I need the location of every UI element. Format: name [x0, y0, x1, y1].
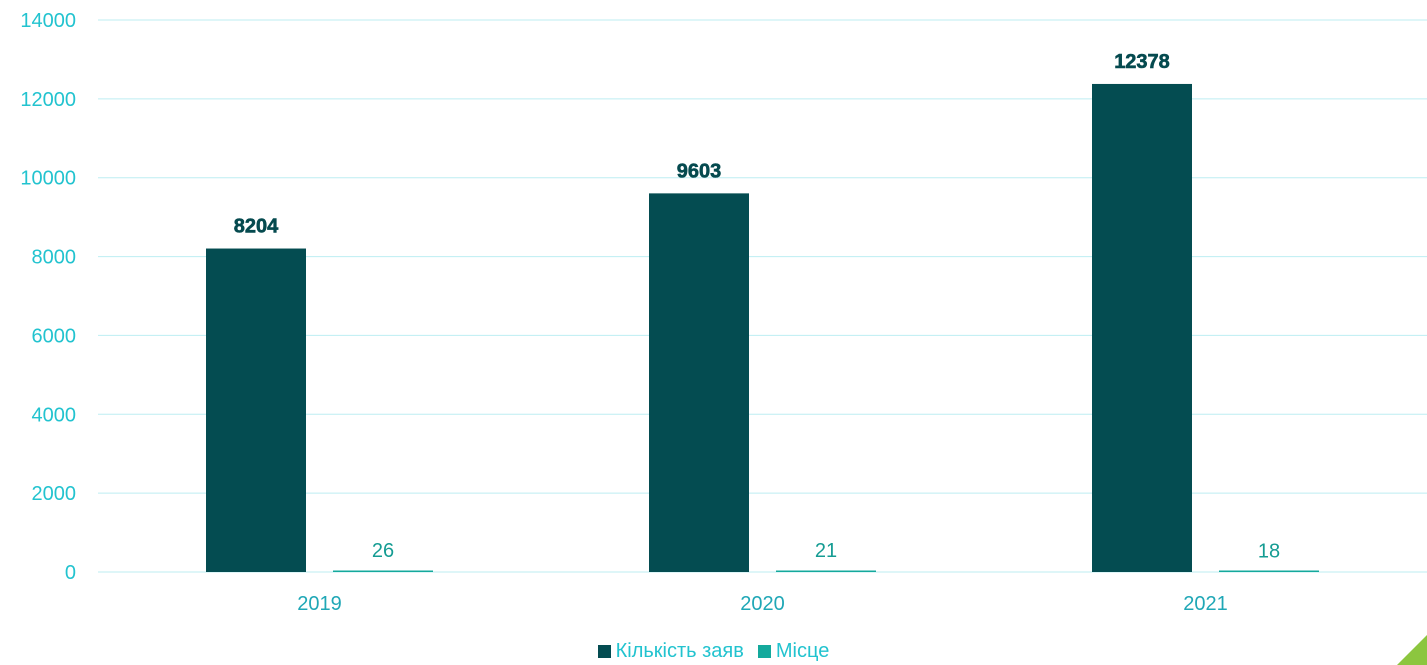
bar-rank — [1219, 570, 1319, 572]
data-label-applications: 9603 — [677, 160, 722, 182]
y-tick-label: 2000 — [32, 483, 77, 505]
data-label-applications: 8204 — [234, 216, 279, 238]
x-axis: 2019 2020 2021 — [297, 593, 1228, 615]
legend-label-rank: Місце — [775, 640, 830, 662]
bar-chart: 0 2000 4000 6000 8000 10000 12000 14000 8204 26 9… — [20, 10, 1427, 615]
y-tick-label: 6000 — [32, 325, 77, 347]
y-tick-label: 14000 — [20, 10, 76, 32]
bar-applications — [649, 193, 749, 572]
bar-applications — [206, 248, 306, 572]
data-label-rank: 18 — [1258, 540, 1280, 562]
y-tick-label: 12000 — [20, 89, 76, 111]
data-label-applications: 12378 — [1114, 51, 1170, 73]
y-tick-label: 4000 — [32, 404, 77, 426]
legend-item-rank: Місце — [757, 640, 830, 663]
x-tick-label: 2021 — [1183, 593, 1228, 615]
x-tick-label: 2020 — [740, 593, 785, 615]
legend-item-applications: Кількість заяв — [597, 640, 744, 663]
y-tick-label: 10000 — [20, 168, 76, 190]
bar-applications — [1092, 83, 1192, 573]
data-label-rank: 26 — [372, 540, 394, 562]
legend-swatch-rank — [757, 645, 771, 658]
data-labels: 8204 26 9603 21 12378 18 — [233, 51, 1280, 563]
corner-decoration — [1397, 635, 1427, 665]
data-label-rank: 21 — [815, 540, 837, 562]
y-axis: 0 2000 4000 6000 8000 10000 12000 14000 — [20, 10, 76, 584]
y-tick-label: 8000 — [32, 247, 77, 269]
corner-triangle — [1397, 635, 1427, 665]
x-tick-label: 2019 — [297, 593, 342, 615]
legend-swatch-applications — [597, 645, 611, 658]
gridlines — [98, 19, 1427, 573]
y-tick-label: 0 — [65, 562, 76, 584]
bar-rank — [333, 570, 433, 572]
bars — [206, 83, 1319, 573]
legend-label-applications: Кількість заяв — [615, 640, 744, 662]
legend: Кількість заяв Місце — [0, 640, 1427, 663]
bar-rank — [776, 570, 876, 572]
